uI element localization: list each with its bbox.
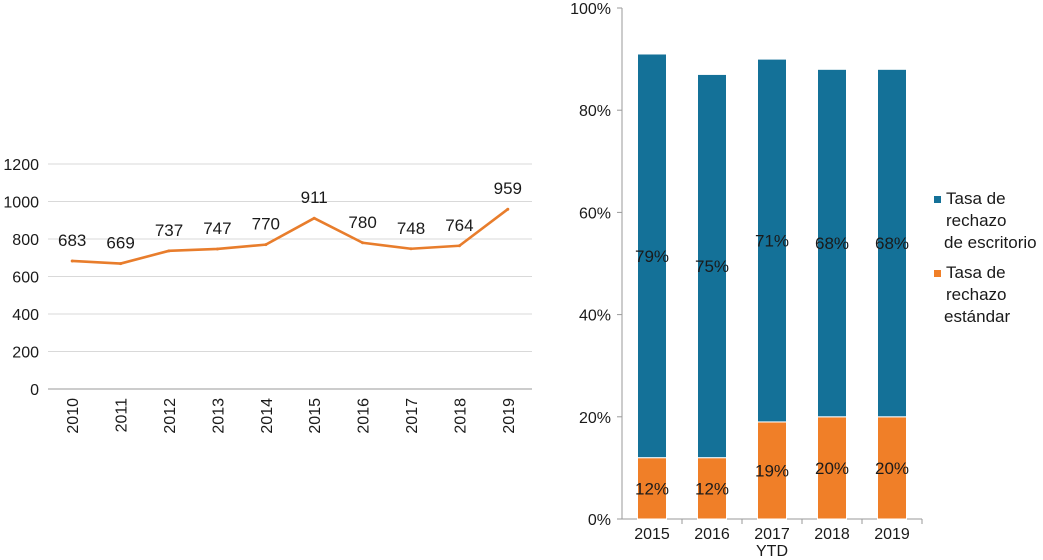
- line-data-point: [409, 247, 413, 251]
- line-x-tick-label: 2014: [259, 398, 276, 434]
- bar-data-label: 71%: [755, 232, 789, 251]
- line-data-point: [167, 249, 171, 253]
- legend-label: estándar: [944, 307, 1010, 326]
- line-x-tick-label: 2018: [452, 398, 469, 434]
- legend-label: Tasa de: [946, 189, 1006, 208]
- line-data-point: [119, 262, 123, 266]
- line-y-tick-label: 1200: [3, 157, 39, 174]
- line-y-tick-label: 1000: [3, 195, 39, 212]
- bar-x-tick-label: 2019: [874, 526, 910, 543]
- line-data-label: 959: [494, 179, 522, 198]
- line-data-point: [70, 259, 74, 263]
- legend-label: Tasa de: [946, 263, 1006, 282]
- line-data-point: [264, 243, 268, 247]
- line-data-label: 770: [252, 215, 280, 234]
- line-x-tick-label: 2013: [210, 398, 227, 434]
- bar-y-tick-label: 100%: [570, 1, 611, 18]
- bar-y-tick-label: 80%: [579, 103, 611, 120]
- legend-label: de escritorio: [944, 233, 1037, 252]
- line-y-tick-label: 200: [12, 345, 39, 362]
- line-data-label: 764: [445, 216, 473, 235]
- line-data-point: [215, 247, 219, 251]
- line-y-tick-label: 800: [12, 232, 39, 249]
- bar-data-label: 19%: [755, 461, 789, 480]
- bar-data-label: 68%: [875, 234, 909, 253]
- line-x-tick-label: 2016: [356, 398, 373, 434]
- bar-segment-standard: [877, 416, 907, 520]
- line-y-tick-label: 400: [12, 307, 39, 324]
- line-x-tick-label: 2012: [162, 398, 179, 434]
- line-y-tick-label: 0: [30, 382, 39, 399]
- bar-segment-standard: [817, 416, 847, 520]
- line-data-label: 669: [106, 234, 134, 253]
- bar-y-tick-label: 60%: [579, 205, 611, 222]
- bar-segment-standard: [637, 457, 667, 520]
- line-x-tick-label: 2010: [65, 398, 82, 434]
- bar-x-tick-label: 2018: [814, 526, 850, 543]
- line-data-label: 747: [203, 219, 231, 238]
- line-data-point: [361, 241, 365, 245]
- bar-x-tick-label: 2016: [694, 526, 730, 543]
- line-data-point: [457, 244, 461, 248]
- legend-swatch: [934, 270, 941, 277]
- bar-y-tick-label: 0%: [588, 512, 611, 529]
- bar-x-tick-label: YTD: [756, 543, 788, 560]
- bar-chart-legend: Tasa de rechazo de escritorio Tasa de rechaz…: [934, 189, 1037, 326]
- line-data-label: 683: [58, 231, 86, 250]
- bar-segment-standard: [697, 457, 727, 520]
- bar-data-label: 20%: [815, 459, 849, 478]
- bar-data-label: 79%: [635, 247, 669, 266]
- stacked-bar-chart-panel: 0% 20% 40% 60% 80% 100% 2015 12% 79% 2016 12% 75% 20…: [570, 1, 923, 560]
- line-x-tick-label: 2019: [501, 398, 518, 434]
- line-x-tick-label: 2017: [404, 398, 421, 434]
- bar-y-tick-label: 20%: [579, 410, 611, 427]
- bar-data-label: 12%: [695, 479, 729, 498]
- line-data-label: 911: [301, 188, 328, 207]
- line-series-path: [72, 208, 509, 265]
- bar-segment-desk: [877, 68, 907, 418]
- bar-data-label: 75%: [695, 257, 729, 276]
- bar-x-tick-label: 2017: [754, 526, 790, 543]
- line-data-label: 780: [348, 213, 376, 232]
- line-y-tick-label: 600: [12, 270, 39, 287]
- line-x-tick-label: 2011: [114, 398, 131, 433]
- line-data-point: [312, 216, 316, 220]
- bar-segment-desk: [697, 73, 727, 459]
- legend-swatch: [934, 196, 941, 203]
- bar-data-label: 68%: [815, 234, 849, 253]
- bar-segment-desk: [757, 58, 787, 423]
- legend-label: rechazo: [946, 285, 1006, 304]
- line-chart-panel: 0 200 400 600 800 1000 1200 2010 2011 2012 2013 201…: [3, 157, 532, 434]
- bar-data-label: 20%: [875, 459, 909, 478]
- line-x-tick-label: 2015: [307, 398, 324, 434]
- bar-y-tick-label: 40%: [579, 308, 611, 325]
- bar-segment-standard: [757, 421, 787, 520]
- bar-segment-desk: [817, 68, 847, 418]
- line-data-label: 737: [155, 221, 183, 240]
- line-data-label: 748: [397, 219, 425, 238]
- legend-label: rechazo: [946, 211, 1006, 230]
- bar-segment-desk: [637, 53, 667, 459]
- bar-x-tick-label: 2015: [634, 526, 670, 543]
- bar-data-label: 12%: [635, 479, 669, 498]
- line-data-point: [506, 207, 510, 211]
